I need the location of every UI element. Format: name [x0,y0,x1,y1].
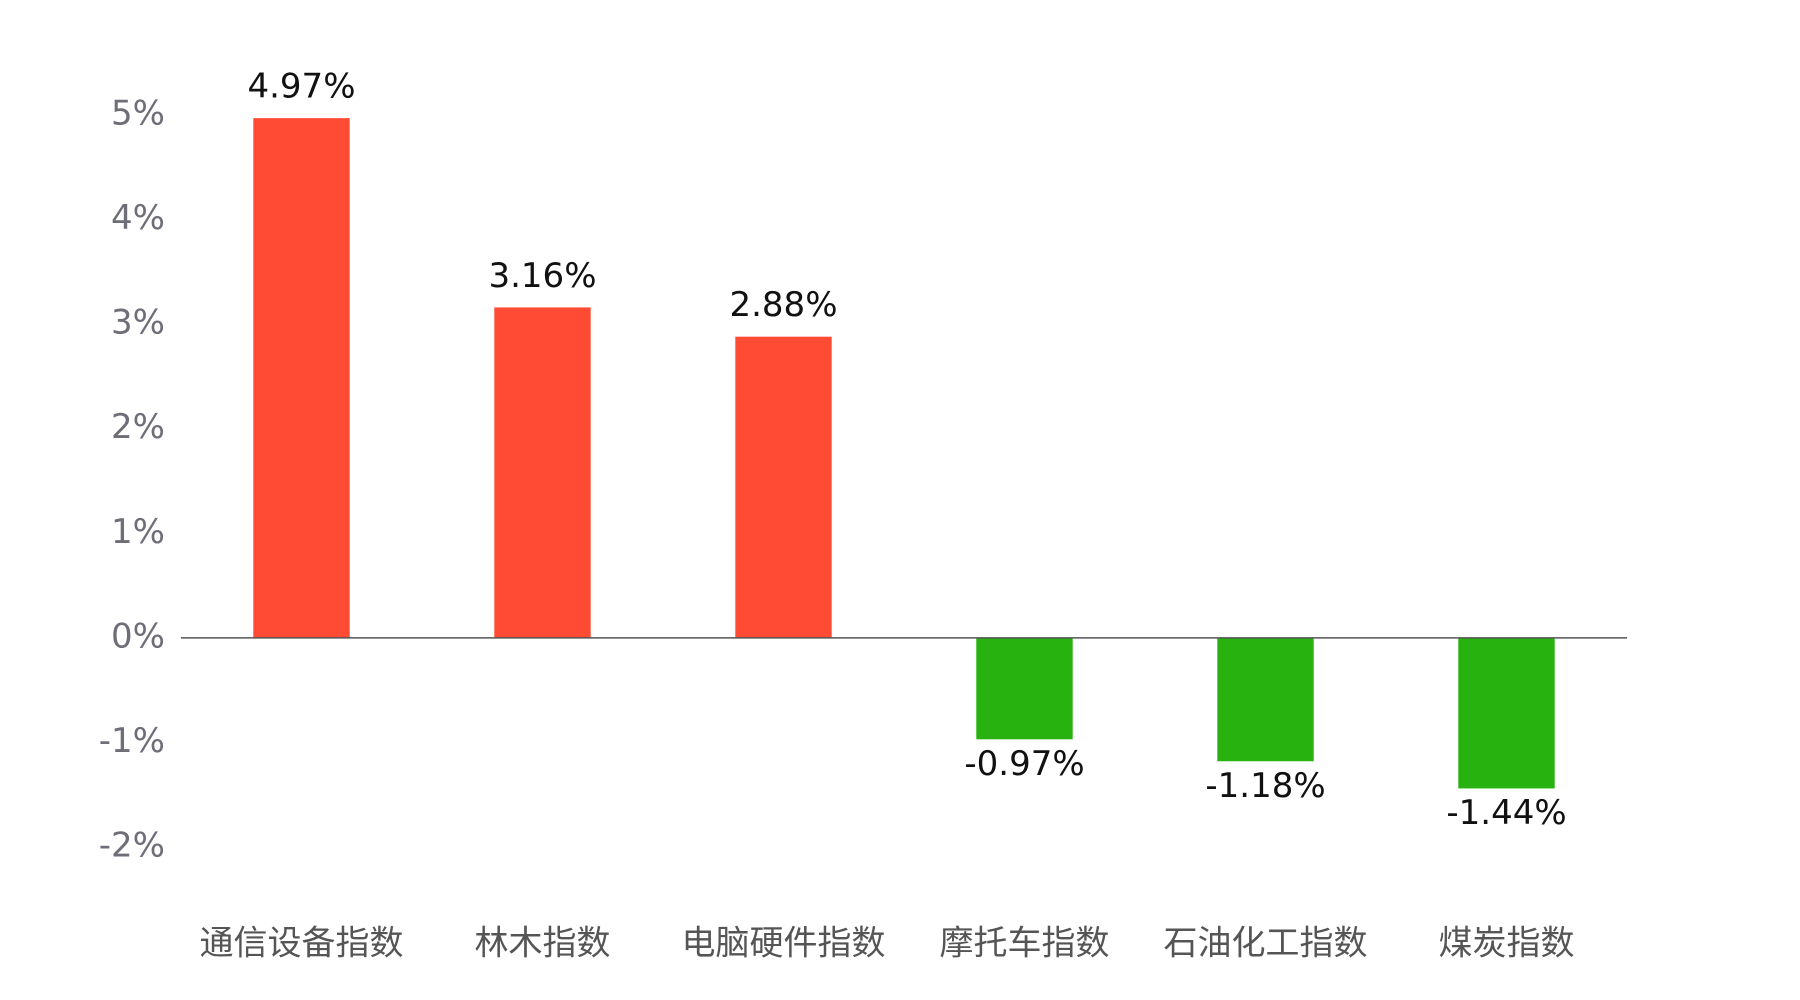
y-tick-label: 1% [111,512,165,552]
y-tick-label: 4% [111,198,165,238]
bar [976,637,1073,740]
bar [1458,637,1555,789]
x-tick-label: 林木指数 [475,924,611,964]
x-tick-label: 摩托车指数 [940,924,1110,964]
value-label: 3.16% [488,256,596,296]
x-tick-label: 通信设备指数 [200,924,404,964]
y-tick-label: 3% [111,303,165,343]
x-tick-label: 电脑硬件指数 [682,924,886,964]
y-tick-label: 5% [111,94,165,134]
value-label: 4.97% [247,67,355,107]
value-label: 2.88% [729,285,837,325]
x-tick-label: 石油化工指数 [1164,924,1368,964]
value-label: -0.97% [964,744,1084,784]
bar [494,307,591,638]
x-tick-label: 煤炭指数 [1439,924,1575,964]
value-label: -1.18% [1205,766,1325,806]
y-tick-label: -1% [99,721,165,761]
y-tick-label: -2% [99,826,165,866]
value-label: -1.44% [1446,793,1566,833]
bar [735,336,832,638]
y-tick-label: 0% [111,616,165,656]
y-tick-label: 2% [111,407,165,447]
bar [253,118,350,638]
bar [1217,637,1314,762]
